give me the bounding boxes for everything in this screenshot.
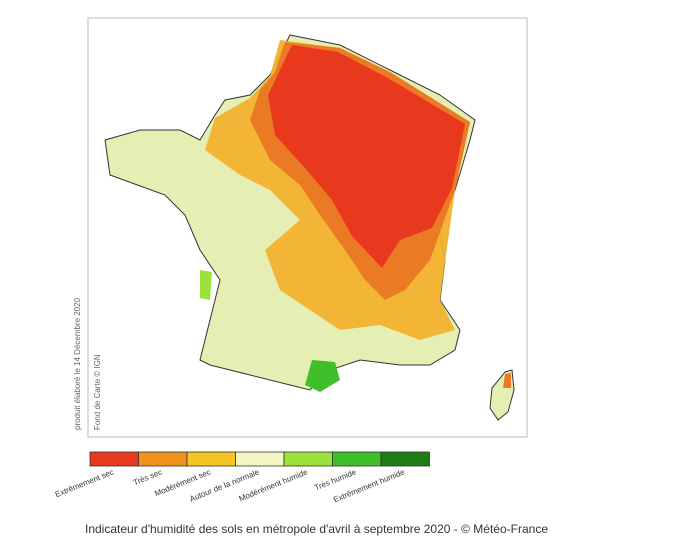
legend-swatch (89, 451, 139, 467)
extremely-dry-zone (268, 45, 465, 268)
side-text: produit élaboré le 14 Décembre 2020 (73, 297, 82, 430)
side-text: Fond de Carte © IGN (93, 354, 102, 430)
caption: Indicateur d'humidité des sols en métrop… (85, 522, 548, 536)
legend-swatch (283, 451, 333, 467)
legend-swatch (186, 451, 236, 467)
legend-swatch (332, 451, 382, 467)
legend-swatch (235, 451, 285, 467)
legend-swatch (380, 451, 430, 467)
corsica-dry (503, 373, 511, 388)
moderately-wet-zone (200, 270, 212, 300)
legend-swatch (138, 451, 188, 467)
france-map (104, 34, 515, 421)
wet-zone (305, 360, 340, 392)
